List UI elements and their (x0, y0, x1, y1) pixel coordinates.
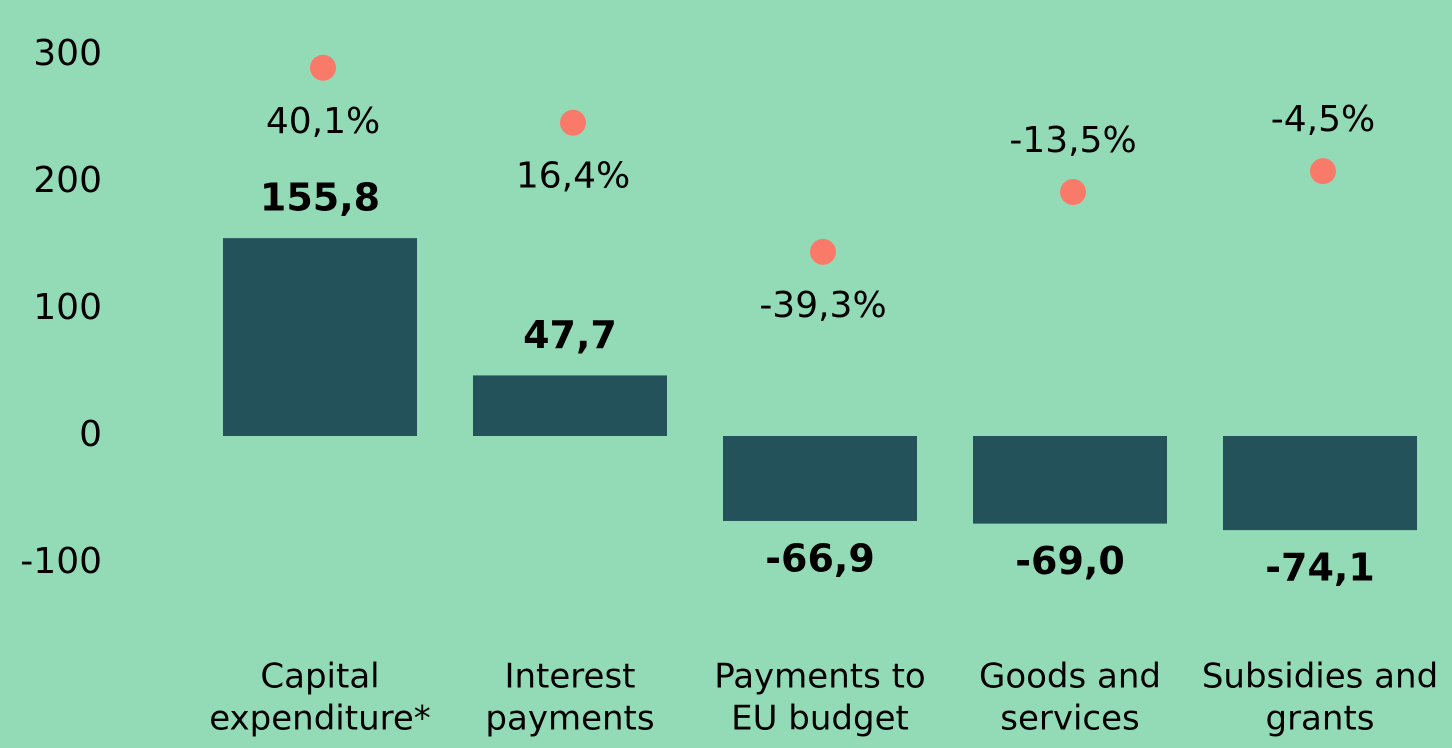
bar (1223, 436, 1417, 531)
bar-label: -66,9 (765, 536, 875, 580)
dot-label: -4,5% (1271, 99, 1375, 140)
x-tick-label: EU budget (731, 699, 909, 739)
dot (810, 238, 836, 265)
bar-label: -74,1 (1265, 546, 1375, 590)
bar-label: 155,8 (260, 176, 380, 220)
y-tick-label: 200 (33, 160, 102, 201)
x-tick-label: Capital (260, 657, 379, 697)
bar (723, 436, 917, 521)
x-tick-label: Subsidies and (1202, 657, 1438, 697)
dot-label: -13,5% (1009, 120, 1136, 161)
dot (1310, 158, 1336, 185)
dot (560, 109, 586, 136)
bar-label: 47,7 (523, 313, 617, 357)
dot-label: 40,1% (266, 101, 380, 142)
dot (310, 54, 336, 81)
x-tick-label: Payments to (714, 657, 926, 697)
dot-label: -39,3% (759, 285, 886, 326)
y-tick-label: 300 (33, 33, 102, 74)
x-tick-label: payments (485, 699, 654, 739)
bar (973, 436, 1167, 524)
x-tick-label: grants (1266, 699, 1375, 739)
x-tick-label: Interest (504, 657, 635, 697)
dot (1060, 179, 1086, 206)
x-tick-label: services (1000, 699, 1140, 739)
y-tick-label: 0 (79, 414, 102, 455)
x-tick-label: expenditure* (209, 699, 431, 739)
y-tick-label: 100 (33, 287, 102, 328)
bar (223, 238, 417, 436)
y-tick-label: -100 (20, 541, 102, 582)
bar-label: -69,0 (1015, 539, 1125, 583)
dot-label: 16,4% (516, 156, 630, 197)
x-tick-label: Goods and (979, 657, 1161, 697)
bar (473, 375, 667, 436)
